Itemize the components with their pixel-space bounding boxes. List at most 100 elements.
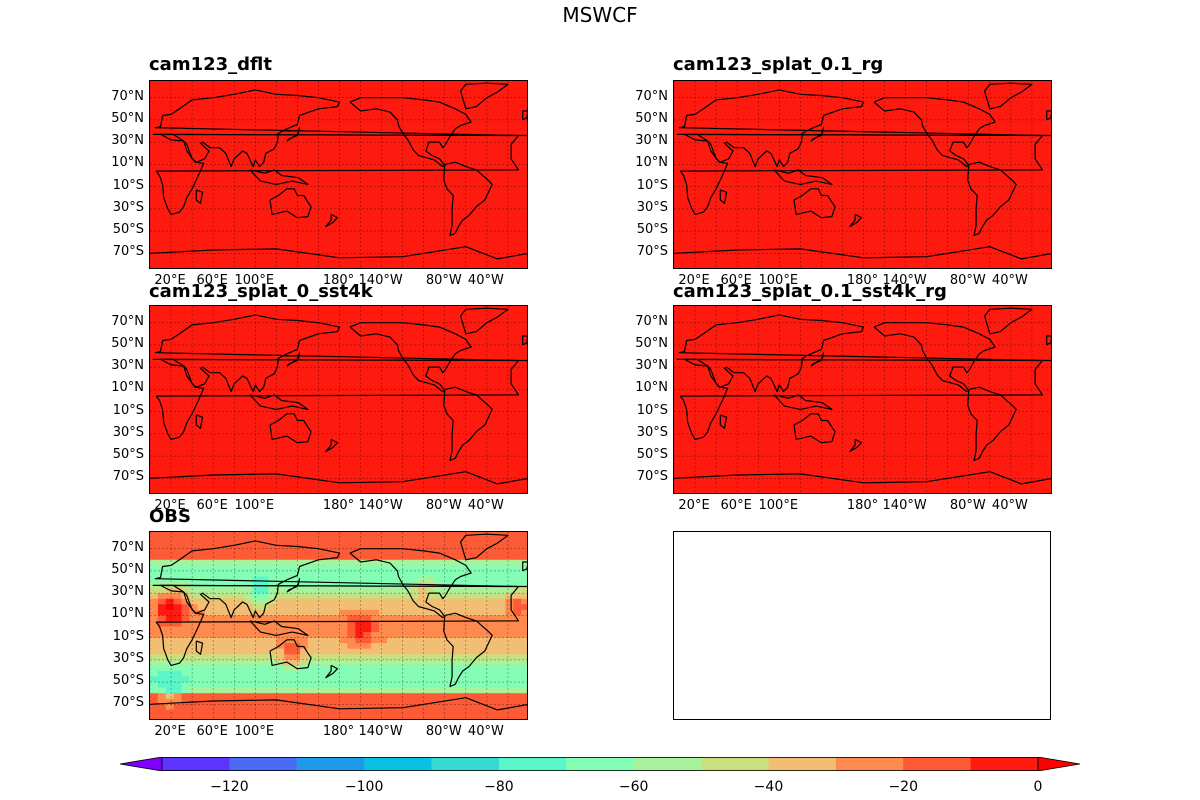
field-cell — [473, 565, 483, 572]
field-cell — [221, 604, 230, 611]
field-cell — [457, 643, 467, 650]
field-cell — [505, 559, 514, 566]
field-cell — [402, 532, 412, 539]
lat-tick-label: 70°N — [635, 88, 668, 104]
field-cell — [157, 598, 167, 605]
field-cell — [450, 626, 459, 633]
field-cell — [292, 576, 301, 583]
field-cell — [426, 576, 435, 583]
colorbar-segment — [229, 757, 298, 771]
field-cell — [481, 676, 491, 683]
field-cell — [213, 615, 222, 622]
field-cell — [150, 604, 159, 611]
field-cell — [213, 620, 222, 628]
field-cell — [505, 532, 514, 539]
field-cell — [284, 709, 293, 717]
field-cell — [150, 698, 159, 705]
field-cell — [252, 532, 262, 539]
field-cell — [221, 620, 230, 628]
coastline — [674, 246, 1051, 260]
field-cell — [260, 682, 270, 689]
field-cell — [189, 670, 198, 678]
field-cell — [300, 559, 309, 566]
field-cell — [465, 709, 475, 717]
field-cell — [386, 693, 396, 700]
field-cell — [442, 604, 451, 611]
field-cell — [513, 659, 522, 667]
field-cell — [497, 565, 506, 572]
field-cell — [244, 543, 254, 550]
field-cell — [442, 637, 451, 644]
coastline — [155, 133, 527, 215]
field-cell — [386, 582, 396, 589]
field-cell — [300, 682, 309, 689]
field-cell — [465, 654, 475, 661]
field-cell — [307, 570, 317, 578]
lon-tick-label: 20°E — [154, 498, 186, 513]
field-cell — [505, 626, 514, 633]
field-cell — [205, 587, 214, 594]
field-cell — [513, 643, 522, 650]
lon-tick-label: 60°E — [196, 724, 228, 739]
field-cell — [410, 559, 420, 566]
field-cell — [323, 654, 333, 661]
field-cell — [497, 670, 506, 678]
field-cell — [228, 559, 238, 566]
field-cell — [442, 576, 451, 583]
field-cell — [331, 682, 341, 689]
coastline — [460, 307, 509, 335]
field-cell — [300, 587, 309, 594]
field-cell — [236, 698, 246, 705]
field-cell — [228, 715, 238, 719]
field-cell — [473, 632, 483, 639]
field-cell — [497, 659, 506, 667]
field-cell — [331, 687, 341, 694]
field-cell — [426, 604, 435, 611]
field-cell — [165, 648, 175, 655]
field-cell — [339, 615, 348, 622]
field-cell — [268, 687, 277, 694]
field-cell — [268, 693, 277, 700]
field-cell — [189, 554, 198, 561]
coastline — [967, 161, 1017, 237]
field-cell — [426, 654, 435, 661]
field-cell — [221, 598, 230, 605]
field-cell — [371, 582, 380, 589]
field-cell — [394, 576, 404, 583]
field-cell — [418, 698, 427, 705]
coastline — [967, 386, 1017, 462]
field-cell — [457, 637, 467, 644]
field-cell — [268, 670, 277, 678]
field-cell — [213, 609, 222, 616]
field-cell — [323, 643, 333, 650]
field-cell — [244, 648, 254, 655]
field-cell — [323, 687, 333, 694]
field-cell — [402, 687, 412, 694]
field-cell — [442, 537, 451, 544]
field-cell — [410, 565, 420, 572]
field-cell — [378, 682, 388, 689]
field-cell — [410, 632, 420, 639]
lat-tick-label: 50°N — [111, 561, 144, 577]
field-cell — [315, 670, 325, 678]
field-cell — [268, 654, 277, 661]
field-cell — [300, 604, 309, 611]
field-cell — [331, 537, 341, 544]
lon-tick-label: 40°W — [991, 273, 1028, 288]
map-panel-3 — [149, 305, 528, 494]
field-cell — [244, 554, 254, 561]
field-cell — [505, 537, 514, 544]
field-cell — [465, 682, 475, 689]
lon-tick-label: 100°E — [234, 273, 275, 288]
field-cell — [497, 654, 506, 661]
field-cell — [347, 604, 356, 611]
panel-title-1: cam123_dflt — [149, 54, 272, 75]
field-cell — [386, 604, 396, 611]
field-cell — [197, 565, 206, 572]
field-cell — [378, 570, 388, 578]
field-cell — [450, 709, 459, 717]
coastline — [676, 89, 1043, 168]
field-cell — [331, 648, 341, 655]
field-cell — [505, 593, 514, 600]
field-cell — [363, 637, 372, 644]
